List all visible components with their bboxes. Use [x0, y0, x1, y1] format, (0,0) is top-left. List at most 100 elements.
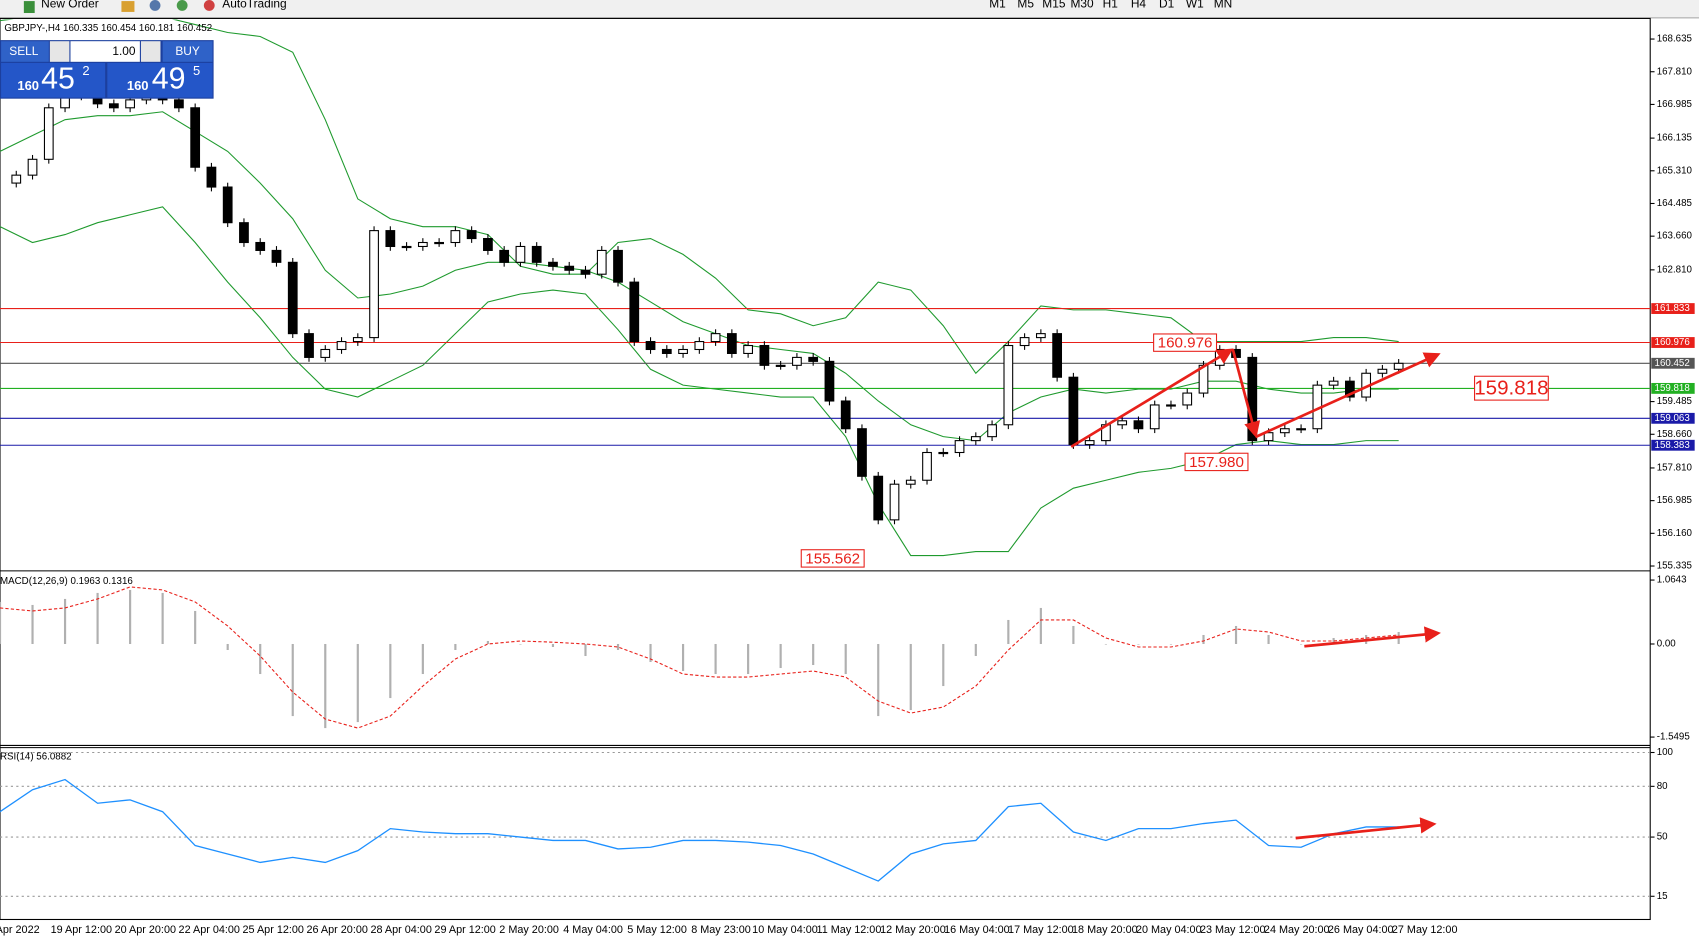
macd-bar: [324, 643, 327, 729]
toolbar-bg: [0, 0, 1699, 18]
y-tick-label: 100: [1657, 747, 1674, 758]
candle: [840, 400, 851, 430]
x-tick-label: 17 May 12:00: [1008, 924, 1074, 936]
x-tick-label: 26 May 04:00: [1328, 924, 1394, 936]
y-tick-label: 166.985: [1657, 99, 1693, 110]
ask-main: 49: [152, 62, 186, 95]
candle: [548, 261, 558, 267]
icon: [121, 1, 135, 12]
ask-box[interactable]: [107, 62, 213, 98]
spin-up[interactable]: [140, 41, 161, 62]
candle: [239, 222, 249, 244]
buy-button[interactable]: [162, 41, 213, 62]
macd-bar: [1267, 634, 1270, 644]
candle: [580, 269, 591, 275]
candle: [27, 158, 38, 176]
macd-bar: [747, 643, 750, 675]
lots-input[interactable]: [70, 41, 140, 62]
macd-bar: [1332, 637, 1335, 644]
button-label[interactable]: New Order: [41, 0, 99, 10]
candle: [1166, 404, 1176, 407]
spin-down[interactable]: [49, 41, 70, 62]
candle: [1393, 362, 1404, 370]
y-tick-label: 164.485: [1657, 198, 1693, 209]
x-tick-label: 10 May 04:00: [752, 924, 818, 936]
period-button[interactable]: M15: [1042, 0, 1066, 10]
trend-arrow: [1231, 348, 1261, 438]
macd-bar: [974, 643, 977, 657]
candle: [824, 360, 835, 402]
candle: [369, 230, 379, 339]
candle: [320, 348, 331, 358]
macd-bar: [356, 643, 359, 723]
level-tag: [1651, 382, 1695, 394]
y-tick-label: 0.00: [1657, 639, 1677, 650]
candle: [1377, 368, 1388, 374]
macd-bar: [1234, 625, 1238, 644]
x-tick-label: 22 Apr 04:00: [179, 924, 240, 936]
candle: [954, 440, 965, 454]
macd-bar: [389, 643, 392, 699]
annotation-box: [1474, 375, 1549, 401]
price-pane: [0, 19, 1651, 557]
x-tick-label: Apr 2022: [0, 924, 40, 936]
candle: [190, 107, 201, 168]
level-tag: [1651, 357, 1695, 369]
period-button[interactable]: M5: [1017, 0, 1034, 10]
annotation-box: [1184, 452, 1249, 472]
period-button[interactable]: MN: [1214, 0, 1233, 10]
level-label: 160.452: [1655, 358, 1690, 369]
candle: [531, 245, 542, 263]
lots-value[interactable]: 1.00: [112, 44, 136, 58]
period-button[interactable]: H4: [1131, 0, 1147, 10]
y-tick-label: 166.135: [1657, 133, 1693, 144]
period-button[interactable]: H1: [1103, 0, 1119, 10]
indicator-title: RSI(14) 56.0882: [0, 751, 72, 762]
candle: [255, 241, 266, 251]
candle: [1035, 333, 1046, 339]
candle: [1263, 432, 1274, 442]
candle: [287, 261, 298, 335]
y-tick-label: 50: [1657, 832, 1668, 843]
indicator-title: GBPJPY-,H4 160.335 160.454 160.181 160.4…: [4, 23, 212, 34]
macd-bar: [259, 643, 262, 675]
period-button[interactable]: W1: [1186, 0, 1204, 10]
macd-bar: [1169, 643, 1173, 645]
buy-label[interactable]: BUY: [175, 44, 200, 58]
x-tick-label: 8 May 23:00: [691, 924, 751, 936]
period-button[interactable]: D1: [1159, 0, 1175, 10]
level-tag: [1651, 439, 1695, 451]
candle: [938, 451, 949, 455]
sell-label[interactable]: SELL: [9, 44, 39, 58]
button-label[interactable]: AutoTrading: [222, 0, 286, 10]
trend-arrow: [1295, 817, 1437, 840]
period-button[interactable]: M1: [989, 0, 1006, 10]
candle: [759, 344, 770, 366]
bid-box[interactable]: [1, 62, 106, 98]
candle: [792, 356, 802, 366]
level-label: 160.976: [1655, 337, 1690, 348]
level-tag: [1651, 337, 1695, 348]
candle: [905, 479, 916, 485]
macd-bar: [96, 592, 99, 644]
candle: [808, 356, 819, 362]
level-label: 158.383: [1655, 440, 1690, 451]
candle: [401, 245, 412, 249]
annotation: 155.562: [805, 550, 860, 567]
x-tick-label: 19 Apr 12:00: [51, 924, 112, 936]
sell-button[interactable]: [1, 41, 49, 62]
candle: [385, 230, 396, 248]
macd-bar: [1104, 643, 1108, 645]
candle: [645, 341, 656, 351]
period-button[interactable]: M30: [1070, 0, 1094, 10]
candle: [222, 186, 233, 224]
candle: [417, 241, 428, 248]
candle: [1084, 440, 1095, 446]
x-tick-label: 27 May 12:00: [1392, 924, 1458, 936]
candle: [613, 249, 623, 283]
candle: [970, 436, 981, 442]
candle: [125, 99, 135, 109]
annotation: 160.976: [1158, 335, 1213, 352]
